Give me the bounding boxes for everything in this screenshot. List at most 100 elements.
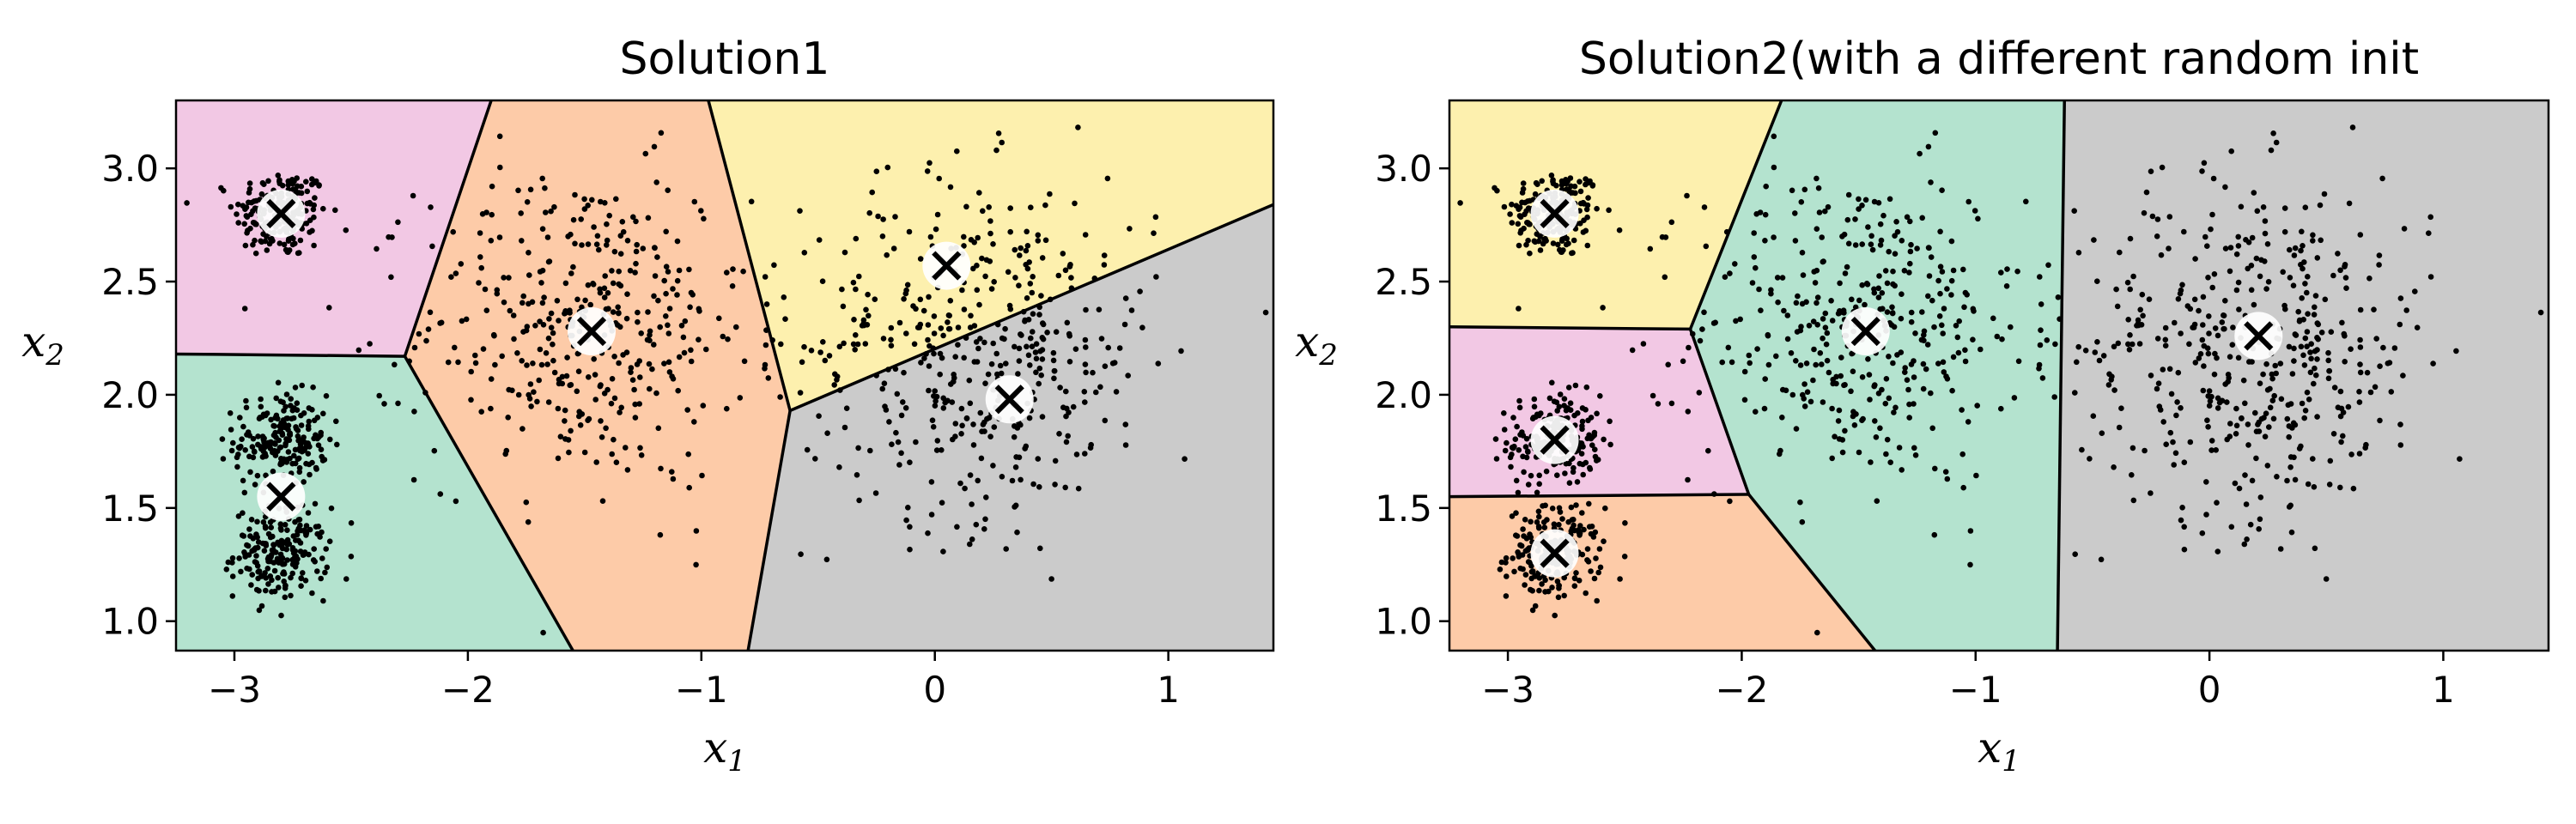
data-point (939, 447, 945, 453)
data-point (1559, 516, 1565, 522)
data-point (2287, 401, 2294, 407)
data-point (1532, 191, 1539, 197)
centroid-marker (257, 189, 306, 238)
data-point (1501, 427, 1508, 433)
data-point (259, 540, 266, 547)
data-point (472, 352, 478, 359)
data-point (256, 607, 263, 614)
data-point (958, 405, 965, 412)
data-point (1589, 442, 1595, 448)
data-point (2330, 431, 2337, 437)
data-point (781, 294, 787, 300)
data-point (1727, 270, 1733, 276)
data-point (865, 291, 871, 298)
data-point (1504, 439, 1510, 446)
data-point (670, 286, 676, 292)
data-point (2242, 400, 2248, 407)
data-point (921, 355, 927, 361)
data-point (633, 260, 639, 267)
data-point (1596, 546, 1603, 552)
data-point (900, 399, 906, 405)
data-point (688, 358, 695, 365)
data-point (1839, 233, 1845, 239)
data-point (888, 324, 895, 331)
x-tick-label: 0 (2198, 669, 2221, 711)
data-point (275, 379, 282, 386)
data-point (647, 385, 653, 392)
data-point (632, 401, 638, 408)
data-point (934, 211, 941, 218)
data-point (2248, 287, 2255, 294)
data-point (959, 422, 965, 429)
data-point (850, 341, 857, 348)
data-point (2345, 403, 2352, 410)
data-point (1594, 205, 1600, 212)
data-point (2264, 463, 2271, 469)
data-point (425, 326, 432, 332)
data-point (1965, 419, 1971, 425)
data-point (318, 575, 325, 582)
centroid-marker (1530, 415, 1579, 464)
data-point (1607, 441, 1613, 448)
data-point (410, 192, 416, 199)
data-point (555, 455, 562, 462)
data-point (2236, 306, 2242, 312)
data-point (1494, 187, 1500, 194)
data-point (2227, 421, 2233, 427)
data-point (688, 347, 694, 354)
data-point (243, 204, 250, 210)
data-point (1680, 358, 1686, 365)
data-point (235, 513, 242, 519)
data-point (285, 449, 292, 455)
data-point (2298, 247, 2304, 254)
data-point (2129, 341, 2136, 348)
data-point (1501, 203, 1508, 210)
data-point (1875, 200, 1882, 206)
data-point (2300, 352, 2306, 359)
data-point (283, 442, 289, 449)
data-point (741, 358, 748, 365)
data-point (1536, 472, 1542, 479)
data-point (242, 242, 249, 249)
data-point (1060, 404, 1066, 411)
data-point (556, 318, 562, 324)
data-point (926, 294, 932, 300)
data-point (298, 412, 304, 419)
data-point (289, 177, 295, 183)
data-point (882, 403, 888, 409)
data-point (890, 245, 897, 251)
data-point (479, 211, 486, 217)
data-point (2256, 419, 2262, 426)
data-point (1937, 290, 1943, 297)
data-point (532, 323, 538, 329)
data-point (251, 198, 258, 204)
data-point (990, 340, 996, 347)
data-point (1884, 309, 1891, 315)
data-point (2338, 439, 2344, 445)
data-point (1457, 200, 1463, 206)
data-point (1105, 344, 1111, 351)
y-tick-label: 2.0 (101, 374, 159, 416)
data-point (1668, 400, 1675, 407)
data-point (524, 324, 531, 330)
data-point (2301, 362, 2308, 368)
data-point (624, 291, 630, 298)
data-point (1882, 268, 1889, 274)
data-point (1944, 286, 1950, 292)
data-point (879, 385, 885, 392)
data-point (942, 399, 948, 406)
data-point (2203, 479, 2209, 485)
data-point (1856, 297, 1862, 304)
data-point (975, 477, 981, 484)
data-point (1578, 451, 1585, 457)
data-point (1521, 533, 1527, 539)
data-point (2253, 455, 2259, 462)
data-point (1806, 323, 1813, 329)
data-point (303, 530, 310, 536)
data-point (1856, 196, 1862, 203)
data-point (928, 512, 935, 518)
data-point (1062, 484, 1068, 491)
data-point (1581, 526, 1587, 533)
data-point (2331, 385, 2338, 391)
data-point (376, 392, 383, 399)
